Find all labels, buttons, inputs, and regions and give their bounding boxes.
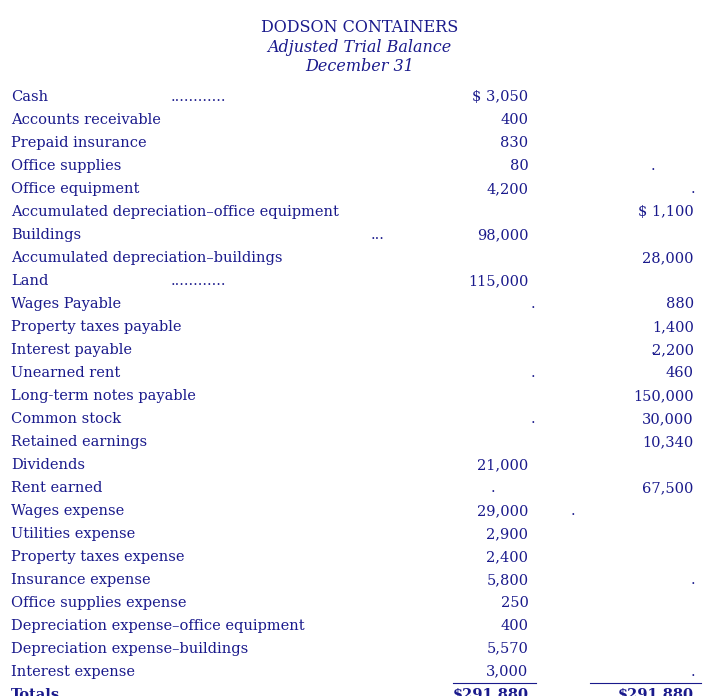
Text: Depreciation expense–buildings: Depreciation expense–buildings	[11, 642, 248, 656]
Text: 400: 400	[500, 619, 528, 633]
Text: 80: 80	[510, 159, 528, 173]
Text: 460: 460	[666, 366, 694, 380]
Text: Totals: Totals	[11, 688, 60, 696]
Text: Cash: Cash	[11, 90, 48, 104]
Text: Property taxes payable: Property taxes payable	[11, 320, 181, 334]
Text: 4,200: 4,200	[487, 182, 528, 196]
Text: December 31: December 31	[305, 58, 414, 75]
Text: 5,570: 5,570	[487, 642, 528, 656]
Text: Wages Payable: Wages Payable	[11, 297, 121, 311]
Text: Utilities expense: Utilities expense	[11, 527, 139, 541]
Text: $ 3,050: $ 3,050	[472, 90, 528, 104]
Text: $291,880: $291,880	[452, 688, 528, 696]
Text: 830: 830	[500, 136, 528, 150]
Text: Land: Land	[11, 274, 48, 288]
Text: .: .	[531, 366, 536, 380]
Text: 28,000: 28,000	[642, 251, 694, 265]
Text: ...: ...	[371, 228, 385, 242]
Text: Office equipment: Office equipment	[11, 182, 144, 196]
Text: 250: 250	[500, 596, 528, 610]
Text: Prepaid insurance: Prepaid insurance	[11, 136, 151, 150]
Text: 21,000: 21,000	[477, 458, 528, 472]
Text: .: .	[691, 573, 695, 587]
Text: Office supplies expense: Office supplies expense	[11, 596, 186, 610]
Text: $291,880: $291,880	[618, 688, 694, 696]
Text: Insurance expense: Insurance expense	[11, 573, 150, 587]
Text: Buildings: Buildings	[11, 228, 81, 242]
Text: DODSON CONTAINERS: DODSON CONTAINERS	[261, 19, 458, 36]
Text: Common stock: Common stock	[11, 412, 126, 426]
Text: Adjusted Trial Balance: Adjusted Trial Balance	[267, 39, 452, 56]
Text: 29,000: 29,000	[477, 504, 528, 518]
Text: Property taxes expense: Property taxes expense	[11, 550, 189, 564]
Text: .: .	[531, 297, 536, 311]
Text: .: .	[491, 481, 495, 495]
Text: Wages expense: Wages expense	[11, 504, 129, 518]
Text: 2,900: 2,900	[487, 527, 528, 541]
Text: .: .	[531, 412, 536, 426]
Text: $ 1,100: $ 1,100	[638, 205, 694, 219]
Text: Unearned rent: Unearned rent	[11, 366, 120, 380]
Text: Accumulated depreciation–office equipment: Accumulated depreciation–office equipmen…	[11, 205, 343, 219]
Text: 98,000: 98,000	[477, 228, 528, 242]
Text: Interest expense: Interest expense	[11, 665, 139, 679]
Text: Rent earned: Rent earned	[11, 481, 107, 495]
Text: .: .	[691, 665, 695, 679]
Text: Accounts receivable: Accounts receivable	[11, 113, 160, 127]
Text: 2,400: 2,400	[487, 550, 528, 564]
Text: 30,000: 30,000	[642, 412, 694, 426]
Text: .: .	[651, 159, 656, 173]
Text: Long-term notes payable: Long-term notes payable	[11, 389, 196, 403]
Text: Accumulated depreciation–buildings: Accumulated depreciation–buildings	[11, 251, 283, 265]
Text: .: .	[691, 182, 695, 196]
Text: ............: ............	[171, 274, 226, 288]
Text: 880: 880	[666, 297, 694, 311]
Text: 10,340: 10,340	[643, 435, 694, 449]
Text: ............: ............	[171, 90, 226, 104]
Text: 3,000: 3,000	[486, 665, 528, 679]
Text: Dividends: Dividends	[11, 458, 85, 472]
Text: Office supplies: Office supplies	[11, 159, 126, 173]
Text: .: .	[651, 343, 656, 357]
Text: 115,000: 115,000	[468, 274, 528, 288]
Text: 150,000: 150,000	[633, 389, 694, 403]
Text: 1,400: 1,400	[652, 320, 694, 334]
Text: Retained earnings: Retained earnings	[11, 435, 152, 449]
Text: .: .	[571, 504, 576, 518]
Text: 67,500: 67,500	[643, 481, 694, 495]
Text: Interest payable: Interest payable	[11, 343, 132, 357]
Text: 400: 400	[500, 113, 528, 127]
Text: Depreciation expense–office equipment: Depreciation expense–office equipment	[11, 619, 304, 633]
Text: 2,200: 2,200	[652, 343, 694, 357]
Text: 5,800: 5,800	[486, 573, 528, 587]
